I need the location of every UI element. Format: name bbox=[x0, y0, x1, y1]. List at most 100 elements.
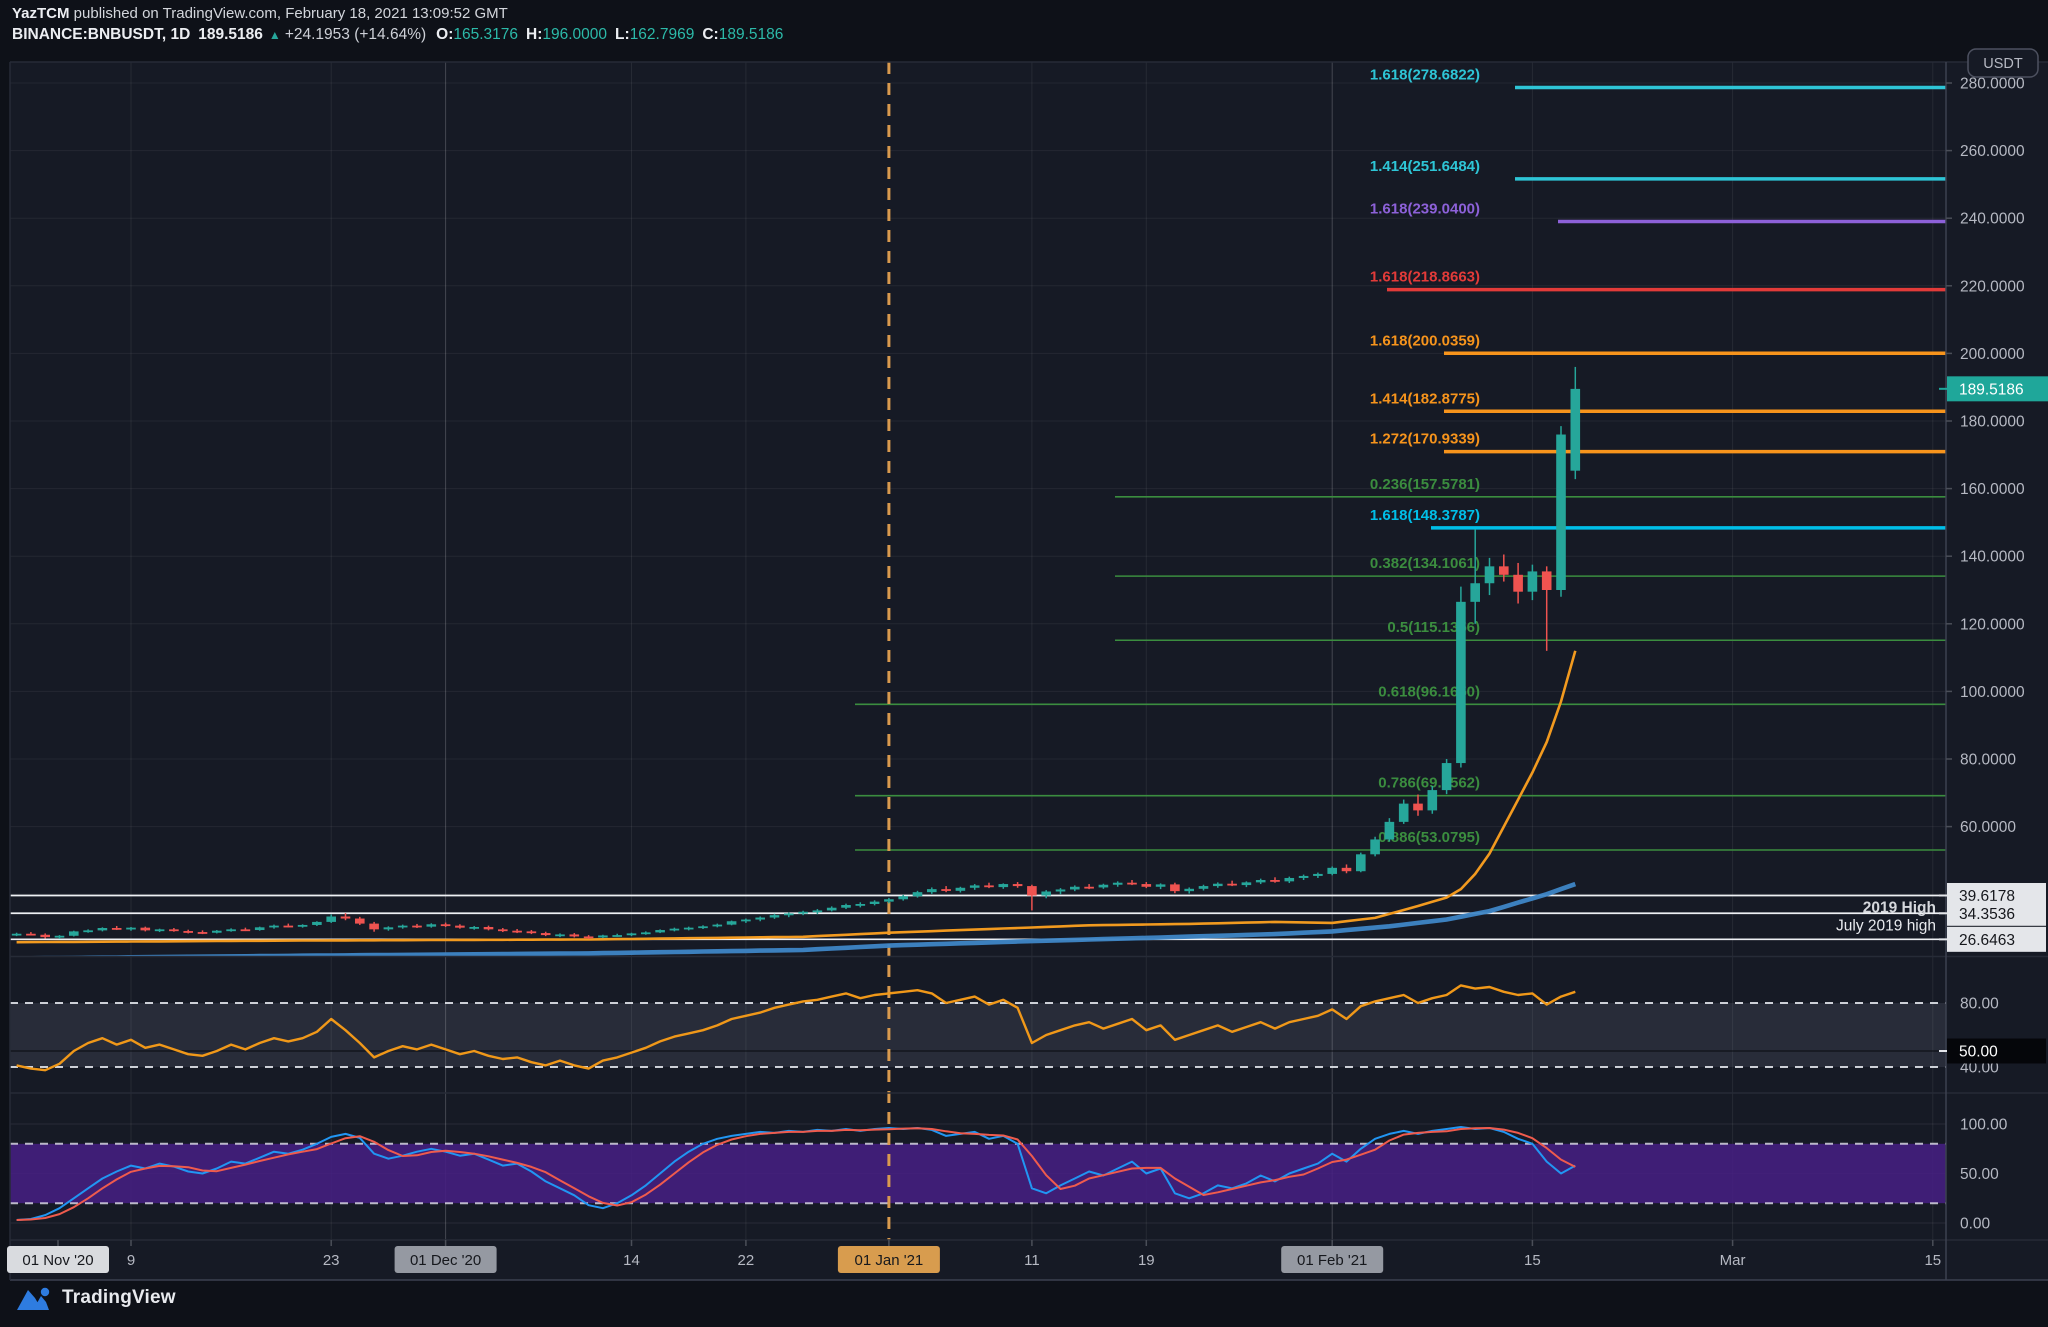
stoch-band bbox=[10, 1142, 1946, 1205]
candle bbox=[726, 920, 737, 926]
candle bbox=[741, 918, 751, 923]
candle bbox=[841, 903, 851, 910]
candle bbox=[669, 927, 680, 932]
candle bbox=[498, 928, 508, 933]
rsi-50-badge: 50.00 bbox=[1939, 1038, 2046, 1064]
candle bbox=[826, 906, 837, 912]
candle bbox=[655, 929, 665, 934]
fib-label: 0.786(69.1562) bbox=[1378, 775, 1480, 792]
candle bbox=[1456, 586, 1466, 768]
candle bbox=[26, 932, 36, 936]
candle bbox=[1327, 866, 1337, 876]
price-axis-label: 200.0000 bbox=[1960, 346, 2025, 363]
candle bbox=[1241, 881, 1252, 888]
symbol-title[interactable]: BINANCE:BNBUSDT, 1D bbox=[12, 26, 191, 43]
candle bbox=[555, 933, 565, 938]
price-axis[interactable]: 280.0000 260.0000 240.0000 220.0000 200.0000… bbox=[1939, 48, 2048, 952]
candle bbox=[126, 926, 136, 931]
candle bbox=[1027, 884, 1037, 911]
candle bbox=[1127, 880, 1137, 886]
ma-fast-line[interactable] bbox=[16, 650, 1577, 944]
candle bbox=[712, 923, 723, 928]
candle bbox=[798, 910, 808, 916]
candle bbox=[1541, 566, 1552, 651]
candle bbox=[369, 921, 379, 932]
price-axis-label: 180.0000 bbox=[1960, 414, 2025, 431]
candle bbox=[1170, 882, 1180, 894]
candle bbox=[83, 929, 93, 933]
svg-text:26.6463: 26.6463 bbox=[1959, 932, 2015, 949]
time-axis-label: 15 bbox=[1924, 1252, 1941, 1269]
candlestick-series[interactable] bbox=[11, 366, 1581, 939]
candle bbox=[1012, 882, 1023, 888]
tradingview-logo-icon bbox=[17, 1287, 50, 1310]
candle bbox=[626, 932, 637, 937]
currency-toggle-button[interactable]: USDT bbox=[1967, 48, 2039, 78]
time-axis[interactable]: 01 Nov '20 9 23 01 Dec '20 14 22 01 Jan '21 11 1… bbox=[7, 1240, 1941, 1273]
candle bbox=[1527, 564, 1538, 601]
price-axis-label: 120.0000 bbox=[1960, 616, 2025, 633]
candle bbox=[11, 932, 22, 937]
candle bbox=[469, 925, 479, 930]
candle bbox=[1499, 554, 1509, 582]
fib-label: 1.618(200.0359) bbox=[1370, 332, 1480, 349]
date-badge: 01 Feb '21 bbox=[1281, 1246, 1384, 1273]
price-axis-label: 280.0000 bbox=[1960, 76, 2025, 93]
time-axis-label: 14 bbox=[623, 1252, 640, 1269]
publish-line: YazTCM published on TradingView.com, Feb… bbox=[12, 4, 791, 24]
candle bbox=[769, 913, 780, 919]
candle bbox=[784, 912, 794, 918]
candle bbox=[812, 909, 823, 915]
candle bbox=[1070, 885, 1080, 892]
fib-label: 0.382(134.1061) bbox=[1370, 555, 1480, 572]
high-value: 196.0000 bbox=[542, 26, 608, 43]
price-axis-label: 260.0000 bbox=[1960, 143, 2025, 160]
stoch-axis-label: 50.00 bbox=[1960, 1166, 1999, 1183]
candle bbox=[1098, 883, 1109, 889]
candle bbox=[526, 930, 537, 935]
candle bbox=[212, 930, 222, 934]
candle bbox=[226, 928, 236, 932]
candle bbox=[1370, 836, 1380, 857]
rsi-axis-label: 40.00 bbox=[1960, 1060, 1999, 1077]
candle bbox=[969, 884, 980, 890]
candle bbox=[927, 887, 937, 894]
candle bbox=[1227, 880, 1237, 887]
candle bbox=[355, 916, 365, 925]
candle bbox=[698, 925, 708, 930]
candle bbox=[1398, 799, 1409, 824]
candle bbox=[1556, 426, 1566, 597]
fib-levels[interactable]: 1.618(278.6822) 1.414(251.6484) 1.618(239.… bbox=[855, 66, 1946, 851]
date-badge: 01 Dec '20 bbox=[394, 1246, 497, 1273]
stoch-d-line[interactable] bbox=[16, 1127, 1576, 1221]
candle bbox=[1341, 864, 1352, 874]
candle bbox=[1270, 877, 1280, 883]
footer-branding[interactable]: TradingView bbox=[16, 1284, 176, 1312]
author-name[interactable]: YazTCM bbox=[12, 5, 70, 22]
stoch-axis-label: 0.00 bbox=[1960, 1216, 1991, 1233]
rsi-line[interactable] bbox=[16, 984, 1576, 1072]
fib-label: 1.618(218.8663) bbox=[1370, 269, 1480, 286]
candle bbox=[583, 935, 594, 939]
time-axis-label: 11 bbox=[1024, 1252, 1040, 1269]
fib-label: 0.236(157.5781) bbox=[1370, 476, 1480, 493]
fib-label: 1.414(182.8775) bbox=[1370, 390, 1480, 407]
candle bbox=[383, 926, 394, 931]
fib-label: 1.618(239.0400) bbox=[1370, 200, 1480, 217]
price-axis-label: 60.0000 bbox=[1960, 819, 2016, 836]
open-label: O: bbox=[436, 26, 454, 43]
candle bbox=[240, 927, 251, 932]
candle bbox=[598, 934, 608, 939]
hline-annotation: 2019 High bbox=[1863, 899, 1936, 916]
hline-annotation: July 2019 high bbox=[1836, 917, 1936, 934]
fib-label: 0.618(96.1650) bbox=[1378, 683, 1480, 700]
candle bbox=[54, 935, 65, 939]
candle bbox=[1356, 852, 1366, 873]
up-arrow-icon: ▲ bbox=[268, 28, 281, 42]
candle bbox=[140, 926, 151, 932]
low-label: L: bbox=[615, 26, 630, 43]
candle bbox=[998, 883, 1009, 889]
